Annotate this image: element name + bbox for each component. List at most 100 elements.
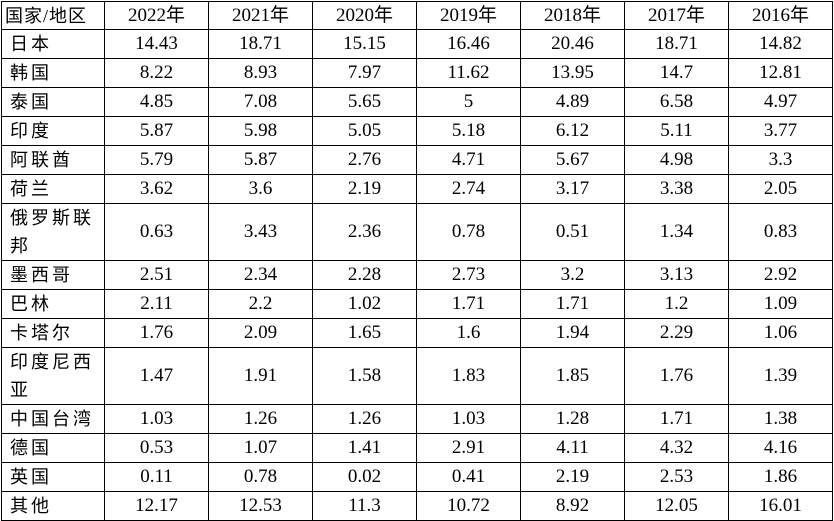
table-row: 日本 14.43 18.71 15.15 16.46 20.46 18.71 14.82 [1,29,833,59]
value-cell: 5 [416,87,521,117]
value-cell: 4.89 [520,87,625,117]
table-row: 荷兰 3.62 3.6 2.19 2.74 3.17 3.38 2.05 [1,174,833,204]
row-country-name: 巴林 [1,289,105,319]
value-cell: 14.82 [728,29,833,59]
value-cell: 8.92 [520,491,625,521]
value-cell: 3.17 [520,174,625,204]
value-cell: 1.2 [624,289,729,319]
value-cell: 3.3 [728,145,833,175]
value-cell: 4.32 [624,433,729,463]
value-cell: 1.85 [520,347,625,405]
value-cell: 5.87 [104,116,209,146]
row-country-name: 荷兰 [1,174,105,204]
value-cell: 2.09 [208,318,313,348]
value-cell: 6.12 [520,116,625,146]
value-cell: 1.06 [728,318,833,348]
value-cell: 4.16 [728,433,833,463]
value-cell: 1.91 [208,347,313,405]
row-country-name: 墨西哥 [1,260,105,290]
value-cell: 2.28 [312,260,417,290]
value-cell: 0.41 [416,462,521,492]
value-cell: 2.53 [624,462,729,492]
value-cell: 1.07 [208,433,313,463]
table-row: 俄罗斯联邦 0.63 3.43 2.36 0.78 0.51 1.34 0.83 [1,203,833,261]
value-cell: 4.98 [624,145,729,175]
value-cell: 6.58 [624,87,729,117]
value-cell: 1.65 [312,318,417,348]
value-cell: 0.78 [208,462,313,492]
value-cell: 20.46 [520,29,625,59]
value-cell: 1.41 [312,433,417,463]
value-cell: 3.62 [104,174,209,204]
header-year: 2020年 [312,1,417,30]
value-cell: 2.36 [312,203,417,261]
value-cell: 12.17 [104,491,209,521]
value-cell: 5.65 [312,87,417,117]
header-year: 2017年 [624,1,729,30]
value-cell: 1.76 [624,347,729,405]
value-cell: 5.11 [624,116,729,146]
value-cell: 1.94 [520,318,625,348]
value-cell: 1.6 [416,318,521,348]
value-cell: 1.86 [728,462,833,492]
value-cell: 5.87 [208,145,313,175]
value-cell: 1.71 [416,289,521,319]
value-cell: 3.38 [624,174,729,204]
value-cell: 2.19 [520,462,625,492]
value-cell: 2.11 [104,289,209,319]
header-year: 2022年 [104,1,209,30]
table-row: 阿联酋 5.79 5.87 2.76 4.71 5.67 4.98 3.3 [1,145,833,175]
value-cell: 0.78 [416,203,521,261]
header-year: 2019年 [416,1,521,30]
row-country-name: 韩国 [1,58,105,88]
value-cell: 5.18 [416,116,521,146]
value-cell: 4.85 [104,87,209,117]
value-cell: 1.83 [416,347,521,405]
table-row: 印度尼西亚 1.47 1.91 1.58 1.83 1.85 1.76 1.39 [1,347,833,405]
table-row: 泰国 4.85 7.08 5.65 5 4.89 6.58 4.97 [1,87,833,117]
value-cell: 2.34 [208,260,313,290]
value-cell: 2.51 [104,260,209,290]
value-cell: 12.81 [728,58,833,88]
value-cell: 12.53 [208,491,313,521]
table-row: 巴林 2.11 2.2 1.02 1.71 1.71 1.2 1.09 [1,289,833,319]
value-cell: 5.05 [312,116,417,146]
table-row: 其他 12.17 12.53 11.3 10.72 8.92 12.05 16.01 [1,491,833,521]
value-cell: 8.22 [104,58,209,88]
value-cell: 7.08 [208,87,313,117]
value-cell: 2.73 [416,260,521,290]
value-cell: 14.7 [624,58,729,88]
value-cell: 1.71 [624,404,729,434]
table-row: 中国台湾 1.03 1.26 1.26 1.03 1.28 1.71 1.38 [1,404,833,434]
row-country-name: 德国 [1,433,105,463]
value-cell: 7.97 [312,58,417,88]
value-cell: 5.98 [208,116,313,146]
value-cell: 11.3 [312,491,417,521]
value-cell: 0.51 [520,203,625,261]
row-country-name: 俄罗斯联邦 [1,203,105,261]
value-cell: 14.43 [104,29,209,59]
value-cell: 1.34 [624,203,729,261]
value-cell: 2.19 [312,174,417,204]
header-country-region: 国家/地区 [1,1,105,30]
row-country-name: 泰国 [1,87,105,117]
value-cell: 16.01 [728,491,833,521]
header-row: 国家/地区 2022年 2021年 2020年 2019年 2018年 2017… [1,1,833,30]
value-cell: 1.03 [104,404,209,434]
table-row: 英国 0.11 0.78 0.02 0.41 2.19 2.53 1.86 [1,462,833,492]
value-cell: 3.2 [520,260,625,290]
value-cell: 1.76 [104,318,209,348]
header-year: 2016年 [728,1,833,30]
value-cell: 2.74 [416,174,521,204]
value-cell: 0.02 [312,462,417,492]
value-cell: 18.71 [624,29,729,59]
value-cell: 2.76 [312,145,417,175]
value-cell: 0.63 [104,203,209,261]
row-country-name: 卡塔尔 [1,318,105,348]
value-cell: 8.93 [208,58,313,88]
value-cell: 13.95 [520,58,625,88]
value-cell: 1.09 [728,289,833,319]
row-country-name: 其他 [1,491,105,521]
value-cell: 1.28 [520,404,625,434]
